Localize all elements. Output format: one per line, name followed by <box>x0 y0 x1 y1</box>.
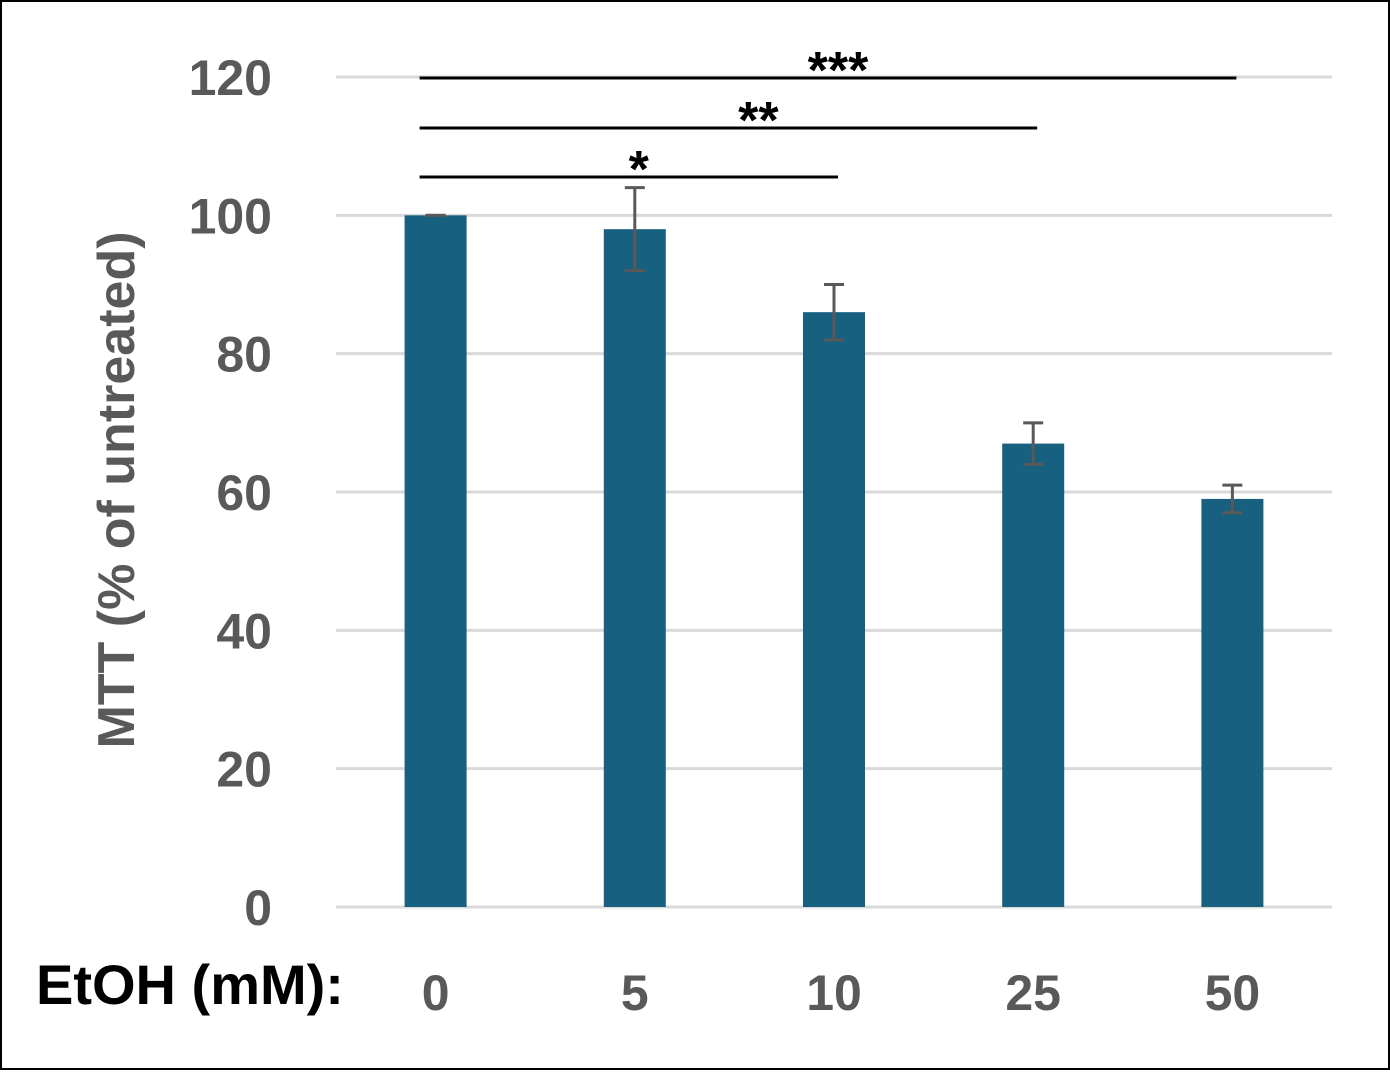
significance-label-1: * <box>629 141 650 199</box>
bars <box>404 215 1264 908</box>
y-tick-labels: 0 20 40 60 80 100 120 <box>189 50 272 936</box>
bar-0 <box>404 215 467 908</box>
x-axis-label: EtOH (mM): <box>36 953 344 1016</box>
y-axis-label: MTT (% of untreated) <box>88 231 146 748</box>
y-tick-label: 100 <box>189 188 272 244</box>
significance-brackets: ****** <box>419 42 1237 199</box>
x-tick-label-5: 5 <box>621 965 649 1021</box>
bar-25 <box>1002 443 1065 907</box>
y-tick-label: 120 <box>189 50 272 106</box>
x-tick-labels: 0 5 10 25 50 <box>422 965 1261 1021</box>
bar-50 <box>1201 498 1264 907</box>
error-bar-25 <box>1023 421 1044 466</box>
y-tick-label: 0 <box>244 880 272 936</box>
significance-label-3: *** <box>808 42 869 100</box>
x-tick-label-10: 10 <box>806 965 862 1021</box>
error-bars <box>425 186 1243 515</box>
error-bar-5 <box>624 186 645 273</box>
y-tick-label: 20 <box>216 742 272 798</box>
x-tick-label-50: 50 <box>1205 965 1261 1021</box>
x-tick-label-0: 0 <box>422 965 450 1021</box>
bar-5 <box>603 229 666 907</box>
x-tick-label-25: 25 <box>1005 965 1061 1021</box>
y-tick-label: 40 <box>216 603 272 659</box>
y-tick-label: 80 <box>216 327 272 383</box>
error-bar-50 <box>1222 483 1243 515</box>
bar-10 <box>803 312 865 908</box>
significance-label-2: ** <box>738 92 779 150</box>
error-bar-10 <box>824 283 844 342</box>
y-tick-label: 60 <box>216 465 272 521</box>
